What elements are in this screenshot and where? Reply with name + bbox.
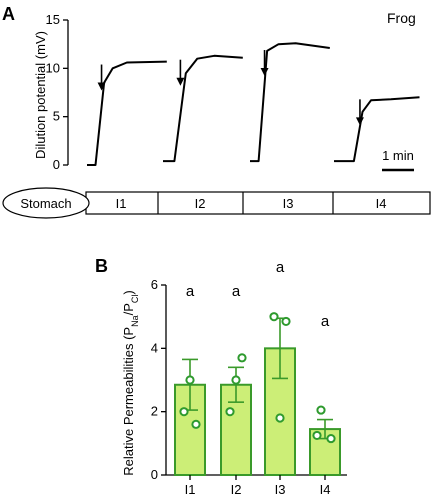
segment-label-i1: I1 (116, 196, 127, 211)
arrow-head-i4 (355, 117, 364, 126)
segment-strip: Stomach I1 I2 I3 I4 (2, 187, 431, 219)
panel-a-arrows (97, 50, 364, 126)
data-point-i3 (275, 413, 285, 423)
data-point-i4 (316, 405, 326, 415)
panel-b-bars: I1 a I2 a I3 a I4 a (174, 259, 341, 497)
data-point-i2 (225, 407, 235, 417)
panel-a-y-tick-label: 0 (53, 157, 60, 172)
panel-b-y-tick-label: 4 (151, 340, 158, 355)
panel-a-label: A (2, 4, 15, 24)
significance-letter-i2: a (232, 283, 241, 300)
x-tick-label-i3: I3 (275, 482, 286, 497)
panel-b-y-tick-label: 2 (151, 404, 158, 419)
panel-b-label: B (95, 256, 108, 276)
x-tick-label-i2: I2 (231, 482, 242, 497)
panel-a-y-axis: 0 5 10 15 (46, 12, 69, 172)
data-point-i4 (312, 430, 322, 441)
x-tick-label-i1: I1 (185, 482, 196, 497)
arrow-head-i3 (260, 68, 269, 77)
data-point-i2 (237, 353, 247, 363)
panel-a-y-label: Dilution potential (mV) (33, 31, 48, 159)
data-point-i1 (179, 407, 189, 417)
trace-i1 (87, 60, 167, 166)
trace-i2 (163, 54, 243, 163)
panel-a-traces (87, 42, 420, 166)
arrow-head-i2 (176, 77, 185, 86)
data-point-i3 (281, 316, 291, 327)
panel-a-y-tick-label: 15 (46, 12, 60, 27)
segment-label-stomach: Stomach (20, 196, 71, 211)
data-point-i1 (185, 375, 195, 385)
trace-i4 (334, 96, 420, 163)
segment-label-i2: I2 (195, 196, 206, 211)
species-annotation: Frog (387, 10, 416, 26)
x-tick-label-i4: I4 (320, 482, 331, 497)
data-point-i1 (191, 419, 201, 429)
significance-letter-i3: a (276, 259, 285, 276)
data-point-i4 (326, 433, 336, 444)
stomach-ellipse (2, 187, 90, 219)
panel-a-y-tick-label: 5 (53, 109, 60, 124)
panel-b-y-tick-label: 0 (151, 467, 158, 482)
data-point-i2 (231, 375, 241, 385)
time-scale-bar-label: 1 min (382, 148, 414, 163)
panel-a-y-tick-label: 10 (46, 60, 60, 75)
panel-b-y-label: Relative Permeabilities (PNa/PCl) (121, 290, 140, 476)
trace-i3 (250, 42, 330, 163)
arrow-head-i1 (97, 82, 106, 91)
data-point-i3 (269, 312, 279, 322)
significance-letter-i4: a (321, 313, 330, 330)
significance-letter-i1: a (186, 283, 195, 300)
segment-label-i3: I3 (283, 196, 294, 211)
panel-b-y-tick-label: 6 (151, 277, 158, 292)
segment-label-i4: I4 (376, 196, 387, 211)
